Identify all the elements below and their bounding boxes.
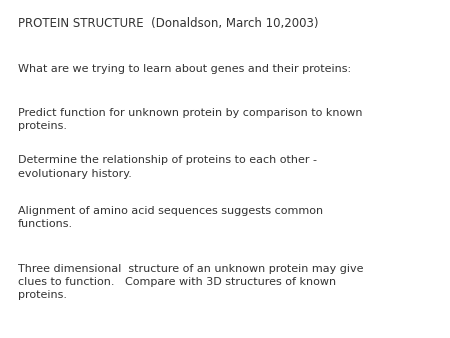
Text: Determine the relationship of proteins to each other -
evolutionary history.: Determine the relationship of proteins t… — [18, 155, 317, 179]
Text: What are we trying to learn about genes and their proteins:: What are we trying to learn about genes … — [18, 64, 351, 74]
Text: Alignment of amino acid sequences suggests common
functions.: Alignment of amino acid sequences sugges… — [18, 206, 323, 230]
Text: Three dimensional  structure of an unknown protein may give
clues to function.  : Three dimensional structure of an unknow… — [18, 264, 364, 300]
Text: Predict function for unknown protein by comparison to known
proteins.: Predict function for unknown protein by … — [18, 108, 363, 131]
Text: PROTEIN STRUCTURE  (Donaldson, March 10,2003): PROTEIN STRUCTURE (Donaldson, March 10,2… — [18, 17, 319, 30]
